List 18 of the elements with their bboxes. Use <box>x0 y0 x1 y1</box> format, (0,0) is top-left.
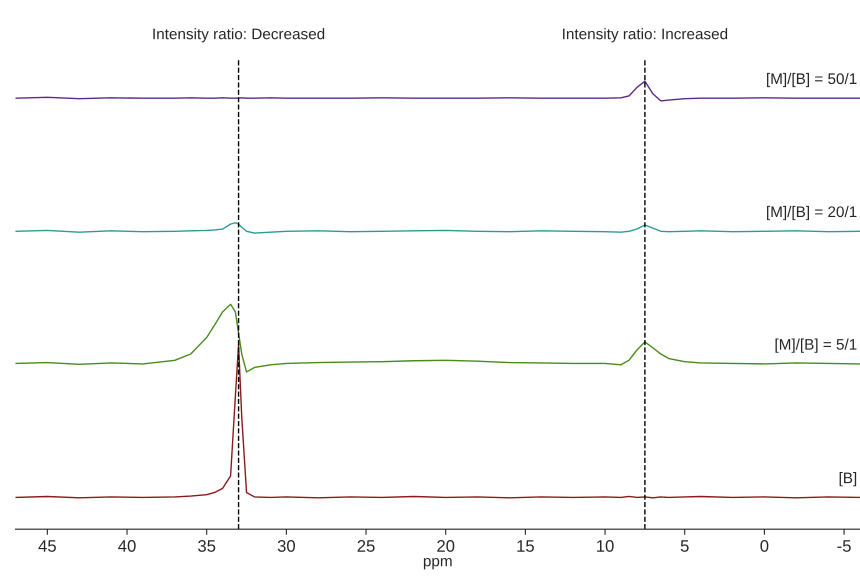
series-label: [M]/[B] = 5/1 <box>776 338 856 353</box>
x-tick-label: 15 <box>517 540 534 552</box>
x-tick-label: 5 <box>680 540 689 552</box>
x-tick-label: 45 <box>38 540 56 552</box>
x-tick-label: 35 <box>198 540 216 552</box>
x-tick-label: 10 <box>597 540 614 552</box>
x-tick-label: 25 <box>358 540 375 552</box>
x-tick-label: 0 <box>760 540 768 552</box>
series-label: [M]/[B] = 20/1 <box>767 206 856 220</box>
x-axis-title: ppm <box>424 558 452 570</box>
ref-line-label: Intensity ratio: Decreased <box>153 28 324 42</box>
x-tick-label: 20 <box>437 540 454 552</box>
ref-line-label: Intensity ratio: Increased <box>563 28 728 42</box>
series-label: [B] <box>840 472 856 486</box>
x-tick-label: 30 <box>278 540 295 552</box>
series-label: [M]/[B] = 50/1 <box>767 72 856 88</box>
x-tick-label: 40 <box>118 540 136 552</box>
x-tick-label: -5 <box>837 540 851 552</box>
